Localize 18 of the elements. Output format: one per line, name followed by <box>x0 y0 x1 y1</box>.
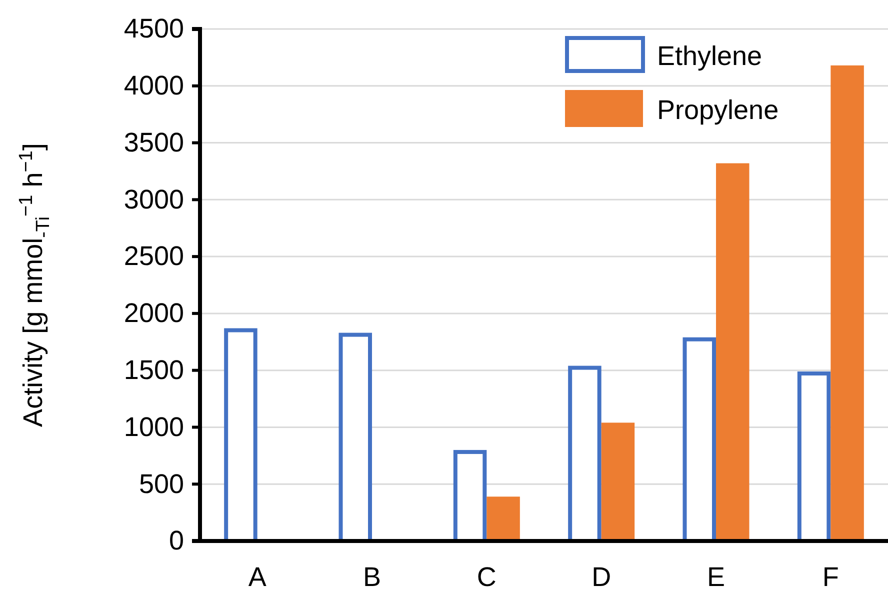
legend-label: Ethylene <box>657 41 762 71</box>
y-tick-label: 0 <box>168 526 184 556</box>
x-tick-label: C <box>476 562 496 592</box>
x-tick-label: B <box>362 562 382 592</box>
y-tick-label: 2000 <box>124 298 184 328</box>
y-tick-label: 1000 <box>124 412 184 442</box>
y-tick-label: 4500 <box>124 14 184 44</box>
x-tick-label: A <box>248 562 266 592</box>
legend-label: Propylene <box>657 95 779 125</box>
y-tick-label: 2500 <box>124 241 184 272</box>
y-tick-label: 3000 <box>124 184 184 214</box>
y-tick-label: 500 <box>138 468 184 499</box>
x-tick-label: E <box>706 562 726 592</box>
x-tick-label: F <box>822 562 839 592</box>
x-tick-label: D <box>592 562 612 592</box>
y-tick-label: 4000 <box>124 70 184 101</box>
y-tick-label: 3500 <box>124 127 184 158</box>
y-tick-label: 1500 <box>124 354 184 385</box>
